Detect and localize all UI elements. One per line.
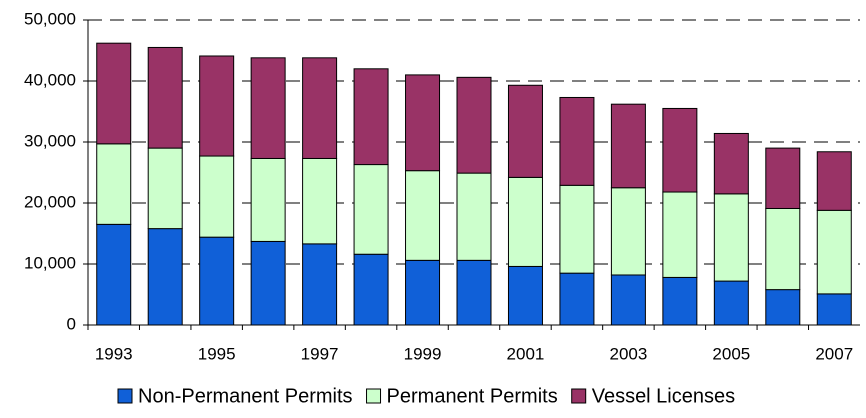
bar-segment bbox=[302, 243, 338, 326]
x-tick-label: 1993 bbox=[95, 344, 133, 363]
bar-segment bbox=[96, 42, 132, 145]
bar-segment bbox=[765, 207, 801, 291]
bar-segment bbox=[662, 276, 698, 326]
x-tick-label: 1997 bbox=[301, 344, 339, 363]
x-tick-label: 2007 bbox=[815, 344, 853, 363]
bar-segment bbox=[250, 240, 286, 326]
bar-segment bbox=[405, 259, 441, 326]
bar-segment bbox=[405, 74, 441, 172]
bar-segment bbox=[507, 265, 543, 326]
x-tick-label: 2001 bbox=[507, 344, 545, 363]
y-tick-label: 10,000 bbox=[24, 253, 76, 272]
bar-segment bbox=[96, 223, 132, 326]
bar-segment bbox=[199, 155, 235, 238]
bar-segment bbox=[302, 157, 338, 245]
bar-segment bbox=[559, 272, 595, 326]
bar-segment bbox=[765, 289, 801, 326]
bar-segment bbox=[405, 170, 441, 261]
bar-segment bbox=[353, 164, 389, 255]
bar-segment bbox=[816, 151, 852, 211]
x-tick-label: 2003 bbox=[609, 344, 647, 363]
bar-segment bbox=[713, 193, 749, 282]
bar-segment bbox=[610, 187, 646, 276]
bar-segment bbox=[302, 57, 338, 159]
bar-segment bbox=[456, 259, 492, 326]
bar-segment bbox=[353, 68, 389, 166]
bar-segment bbox=[662, 191, 698, 278]
bar-segment bbox=[250, 57, 286, 159]
x-tick-label: 2005 bbox=[712, 344, 750, 363]
bar-segment bbox=[765, 147, 801, 209]
bar-segment bbox=[816, 209, 852, 295]
x-tick-label: 1999 bbox=[404, 344, 442, 363]
legend-label: Non-Permanent Permits bbox=[138, 385, 353, 407]
bar-segment bbox=[559, 184, 595, 274]
legend-label: Permanent Permits bbox=[387, 385, 558, 407]
legend-swatch bbox=[366, 388, 382, 404]
bar-segment bbox=[713, 132, 749, 195]
bar-segment bbox=[250, 157, 286, 242]
bar-segment bbox=[96, 143, 132, 225]
bar-segment bbox=[147, 46, 183, 149]
bar-segment bbox=[147, 228, 183, 326]
legend-swatch bbox=[571, 388, 587, 404]
bar-segment bbox=[199, 55, 235, 157]
bar-segment bbox=[147, 147, 183, 230]
bar-segment bbox=[559, 96, 595, 186]
legend-swatch bbox=[117, 388, 133, 404]
y-tick-label: 30,000 bbox=[24, 131, 76, 150]
bar-segment bbox=[507, 176, 543, 267]
bar-segment bbox=[456, 76, 492, 174]
bar-segment bbox=[816, 293, 852, 326]
y-tick-label: 20,000 bbox=[24, 192, 76, 211]
bar-segment bbox=[507, 84, 543, 178]
bar-segment bbox=[662, 107, 698, 193]
y-tick-label: 50,000 bbox=[24, 9, 76, 28]
bar-segment bbox=[353, 253, 389, 326]
y-tick-label: 0 bbox=[67, 314, 76, 333]
y-tick-label: 40,000 bbox=[24, 70, 76, 89]
bar-segment bbox=[610, 103, 646, 189]
bar-segment bbox=[199, 236, 235, 326]
x-tick-label: 1995 bbox=[198, 344, 236, 363]
legend-label: Vessel Licenses bbox=[592, 385, 735, 407]
bar-segment bbox=[610, 274, 646, 326]
bar-segment bbox=[456, 172, 492, 261]
bar-segment bbox=[713, 280, 749, 326]
